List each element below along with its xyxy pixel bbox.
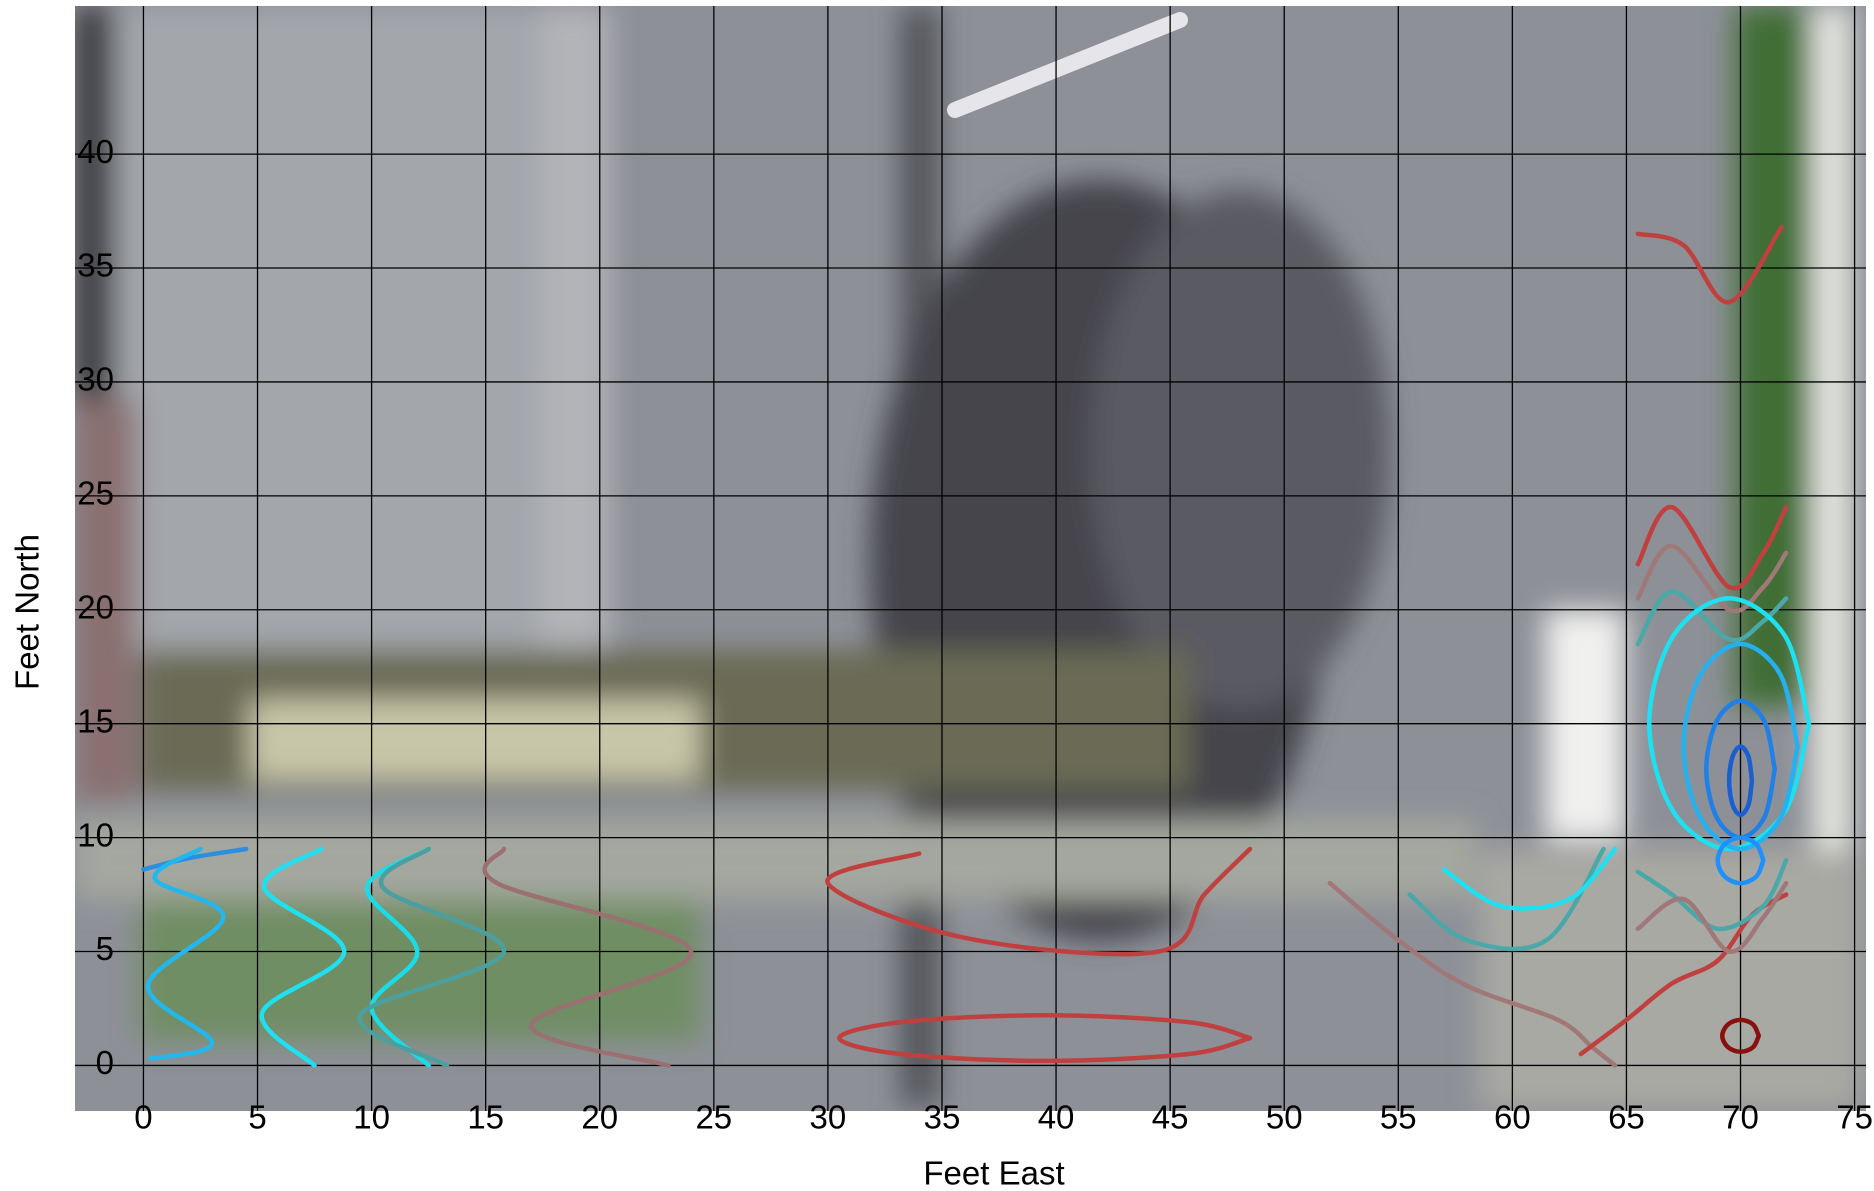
y-tick-label: 20	[77, 588, 114, 625]
x-tick-label: 65	[1608, 1099, 1645, 1136]
x-tick-label: 0	[134, 1099, 152, 1136]
chart: 0 5 10 15 20 25 30 35 40 45 50 55 60 65 70 75 0 5 10 15 20 25…	[0, 0, 1874, 1191]
x-tick-label: 15	[467, 1099, 504, 1136]
x-tick-label: 75	[1836, 1099, 1873, 1136]
x-tick-label: 35	[924, 1099, 961, 1136]
y-tick-label: 0	[96, 1044, 114, 1081]
x-tick-label: 50	[1266, 1099, 1303, 1136]
y-axis-label: Feet North	[9, 534, 46, 690]
y-tick-label: 30	[77, 361, 114, 398]
x-tick-label: 10	[353, 1099, 390, 1136]
y-tick-label: 10	[77, 816, 114, 853]
y-tick-label: 40	[77, 133, 114, 170]
x-tick-label: 20	[581, 1099, 618, 1136]
y-tick-label: 25	[77, 475, 114, 512]
y-tick-label: 15	[77, 702, 114, 739]
y-tick-label: 5	[96, 930, 114, 967]
x-tick-label: 55	[1380, 1099, 1417, 1136]
x-tick-label: 45	[1152, 1099, 1189, 1136]
x-axis-label: Feet East	[923, 1155, 1064, 1191]
x-tick-label: 40	[1038, 1099, 1075, 1136]
x-tick-label: 5	[248, 1099, 266, 1136]
y-tick-label: 35	[77, 247, 114, 284]
x-tick-label: 25	[695, 1099, 732, 1136]
x-tick-label: 30	[810, 1099, 847, 1136]
x-tick-label: 70	[1722, 1099, 1759, 1136]
x-tick-label: 60	[1494, 1099, 1531, 1136]
